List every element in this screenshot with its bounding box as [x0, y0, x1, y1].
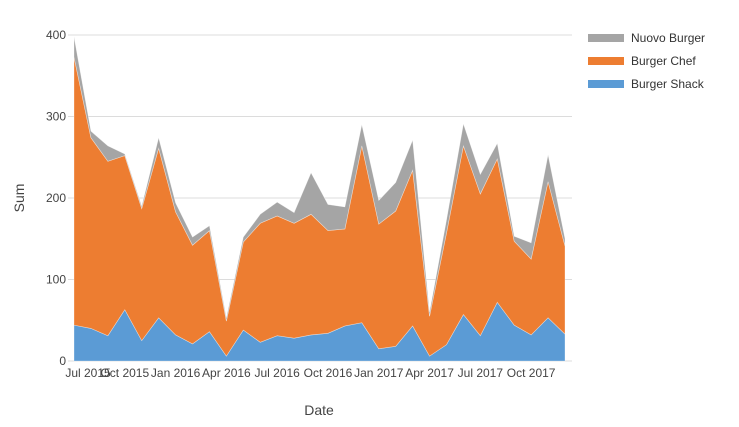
plot-area: [73, 36, 566, 362]
legend-label: Burger Chef: [631, 54, 696, 68]
y-axis: 0 100 200 300 400: [46, 28, 66, 368]
legend-label: Burger Shack: [631, 77, 705, 91]
y-tick-label: 300: [46, 110, 66, 124]
x-tick-label: Oct 2017: [507, 366, 556, 380]
y-tick-label: 100: [46, 273, 66, 287]
legend-swatch: [588, 34, 624, 42]
x-tick-label: Jul 2015: [65, 366, 111, 380]
x-tick-label: Jul 2017: [458, 366, 504, 380]
y-tick-label: 400: [46, 28, 66, 42]
x-tick-label: Oct 2015: [100, 366, 149, 380]
x-tick-label: Apr 2017: [405, 366, 454, 380]
legend-label: Nuovo Burger: [631, 31, 705, 45]
y-tick-label: 0: [59, 354, 66, 368]
y-axis-title: Sum: [11, 184, 27, 213]
x-tick-label: Jan 2017: [354, 366, 404, 380]
x-tick-label: Jan 2016: [151, 366, 201, 380]
area-nuovo-burger: [73, 36, 566, 322]
legend: Nuovo Burger Burger Chef Burger Shack: [588, 31, 705, 91]
y-tick-label: 200: [46, 191, 66, 205]
x-tick-label: Apr 2016: [202, 366, 251, 380]
x-tick-label: Oct 2016: [304, 366, 353, 380]
x-tick-label: Jul 2016: [254, 366, 300, 380]
legend-swatch: [588, 57, 624, 65]
x-axis-title: Date: [304, 402, 334, 418]
legend-swatch: [588, 80, 624, 88]
